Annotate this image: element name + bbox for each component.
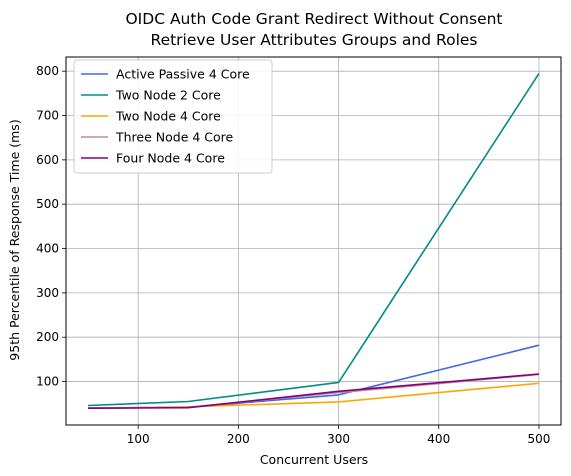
series-line-1 (87, 72, 540, 407)
legend-box (73, 59, 273, 174)
legend-label-4: Four Node 4 Core (116, 151, 225, 166)
x-tick-label: 300 (327, 432, 350, 446)
series-line-0 (87, 344, 540, 409)
y-tick-label: 100 (36, 375, 59, 389)
series-lines (87, 72, 540, 410)
y-tick-label: 600 (36, 153, 59, 167)
y-tick-label: 700 (36, 109, 59, 123)
y-axis-label: 95th Percentile of Response Time (ms) (7, 119, 22, 360)
legend: Active Passive 4 Core Two Node 2 Core Two … (73, 59, 273, 174)
x-tick-label: 100 (127, 432, 150, 446)
chart-title-line-1: OIDC Auth Code Grant Redirect Without Co… (125, 10, 502, 28)
legend-label-3: Three Node 4 Core (115, 130, 234, 145)
legend-label-1: Two Node 2 Core (115, 88, 221, 103)
y-tick-label: 200 (36, 330, 59, 344)
chart-title-line-2: Retrieve User Attributes Groups and Role… (151, 31, 478, 49)
x-tick-label: 400 (427, 432, 450, 446)
y-tick-label: 400 (36, 242, 59, 256)
y-tick-label: 800 (36, 64, 59, 78)
legend-label-2: Two Node 4 Core (115, 109, 221, 124)
series-line-4 (87, 373, 540, 410)
axis-ticks: 100 200 300 400 500 100 200 300 400 500 600 700 800 (36, 64, 550, 446)
x-axis-label: Concurrent Users (260, 452, 368, 467)
y-tick-label: 300 (36, 286, 59, 300)
y-tick-label: 500 (36, 197, 59, 211)
legend-label-0: Active Passive 4 Core (116, 67, 250, 82)
plot-area (65, 56, 562, 426)
x-tick-label: 500 (528, 432, 551, 446)
x-tick-label: 200 (227, 432, 250, 446)
